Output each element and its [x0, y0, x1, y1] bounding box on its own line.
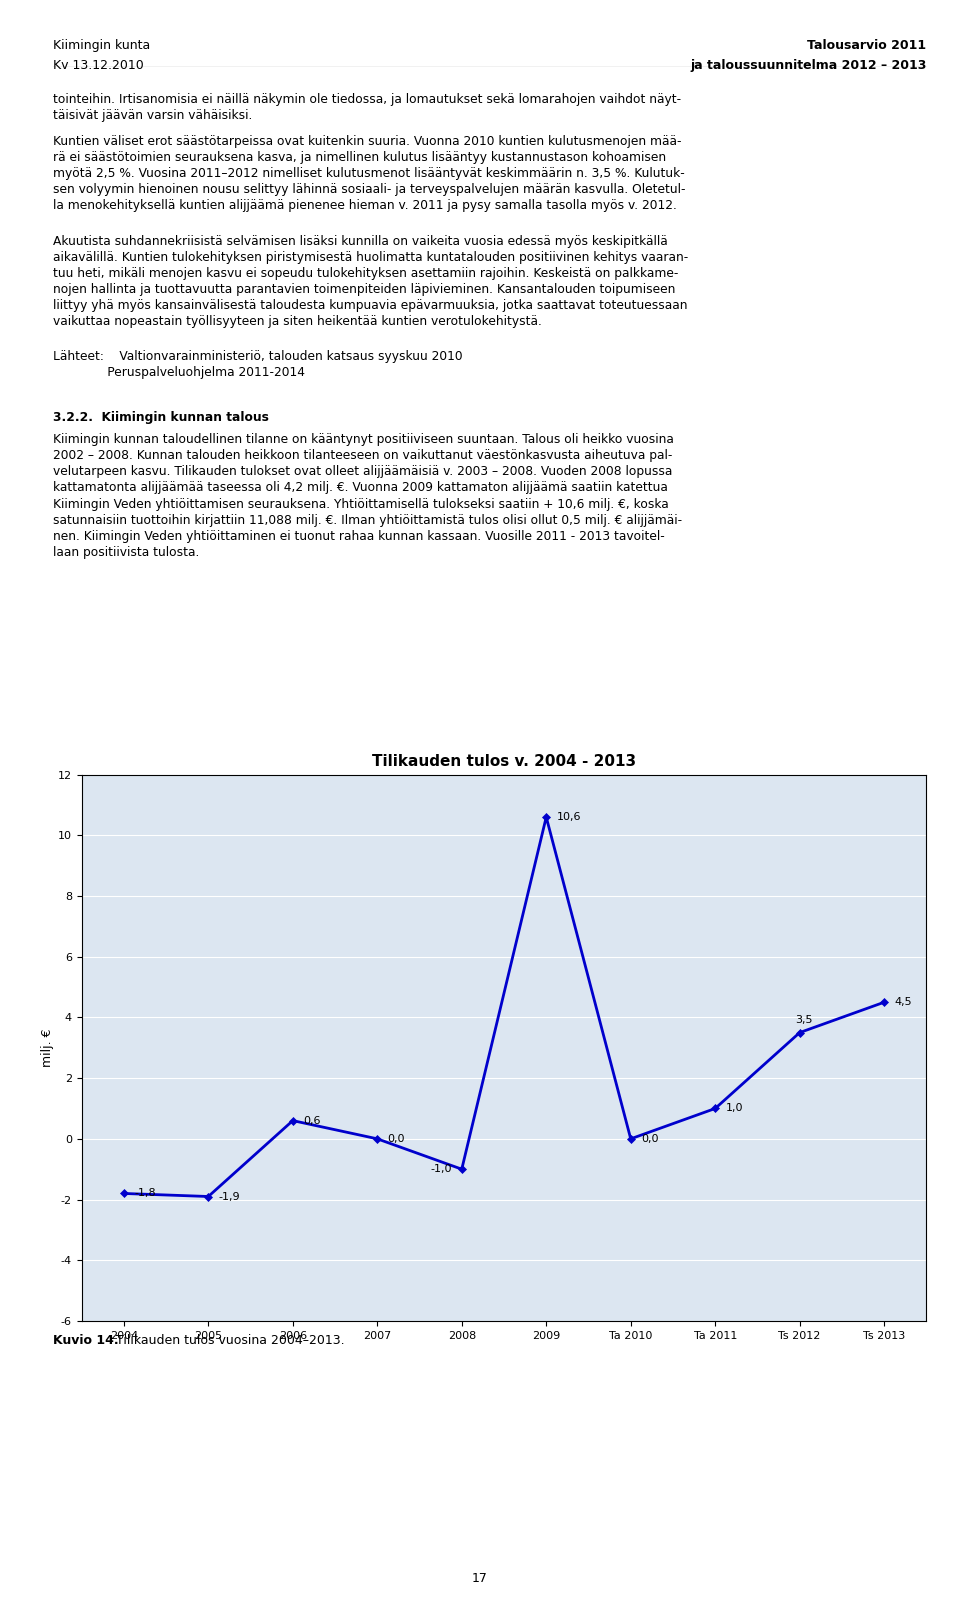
- Text: Kuntien väliset erot säästötarpeissa ovat kuitenkin suuria. Vuonna 2010 kuntien : Kuntien väliset erot säästötarpeissa ova…: [53, 135, 682, 148]
- Text: 17: 17: [472, 1572, 488, 1586]
- Text: täisivät jäävän varsin vähäisiksi.: täisivät jäävän varsin vähäisiksi.: [53, 109, 252, 122]
- Title: Tilikauden tulos v. 2004 - 2013: Tilikauden tulos v. 2004 - 2013: [372, 754, 636, 770]
- Text: -1,8: -1,8: [134, 1189, 156, 1199]
- Text: 0,6: 0,6: [303, 1115, 321, 1125]
- Text: Kv 13.12.2010: Kv 13.12.2010: [53, 59, 144, 72]
- Y-axis label: milj. €: milj. €: [40, 1028, 54, 1067]
- Text: 1,0: 1,0: [726, 1104, 743, 1114]
- Text: Peruspalveluohjelma 2011-2014: Peruspalveluohjelma 2011-2014: [53, 366, 305, 379]
- Text: 2002 – 2008. Kunnan talouden heikkoon tilanteeseen on vaikuttanut väestönkasvust: 2002 – 2008. Kunnan talouden heikkoon ti…: [53, 450, 672, 463]
- Text: 4,5: 4,5: [895, 998, 912, 1008]
- Text: Kiimingin kunta: Kiimingin kunta: [53, 39, 150, 51]
- Text: Kiimingin Veden yhtiöittamisen seurauksena. Yhtiöittamisellä tulokseksi saatiin : Kiimingin Veden yhtiöittamisen seuraukse…: [53, 498, 668, 511]
- Text: 0,0: 0,0: [388, 1135, 405, 1144]
- Text: 10,6: 10,6: [557, 812, 581, 823]
- Text: Tilikauden tulos vuosina 2004–2013.: Tilikauden tulos vuosina 2004–2013.: [112, 1334, 345, 1347]
- Text: Kiimingin kunnan taloudellinen tilanne on kääntynyt positiiviseen suuntaan. Talo: Kiimingin kunnan taloudellinen tilanne o…: [53, 434, 674, 447]
- Text: 3,5: 3,5: [796, 1016, 813, 1025]
- Text: liittyy yhä myös kansainvälisestä taloudesta kumpuavia epävarmuuksia, jotka saat: liittyy yhä myös kansainvälisestä taloud…: [53, 299, 687, 312]
- Text: aikavälillä. Kuntien tulokehityksen piristymisestä huolimatta kuntatalouden posi: aikavälillä. Kuntien tulokehityksen piri…: [53, 251, 688, 264]
- Text: 3.2.2.  Kiimingin kunnan talous: 3.2.2. Kiimingin kunnan talous: [53, 411, 269, 424]
- Text: Talousarvio 2011: Talousarvio 2011: [807, 39, 926, 51]
- Text: satunnaisiin tuottoihin kirjattiin 11,088 milj. €. Ilman yhtiöittamistä tulos ol: satunnaisiin tuottoihin kirjattiin 11,08…: [53, 514, 682, 527]
- Text: tointeihin. Irtisanomisia ei näillä näkymin ole tiedossa, ja lomautukset sekä lo: tointeihin. Irtisanomisia ei näillä näky…: [53, 93, 681, 106]
- Text: rä ei säästötoimien seurauksena kasva, ja nimellinen kulutus lisääntyy kustannus: rä ei säästötoimien seurauksena kasva, j…: [53, 151, 666, 164]
- Text: nen. Kiimingin Veden yhtiöittaminen ei tuonut rahaa kunnan kassaan. Vuosille 201: nen. Kiimingin Veden yhtiöittaminen ei t…: [53, 530, 664, 543]
- Text: sen volyymin hienoinen nousu selittyy lähinnä sosiaali- ja terveyspalvelujen mää: sen volyymin hienoinen nousu selittyy lä…: [53, 183, 685, 196]
- Text: vaikuttaa nopeastain työllisyyteen ja siten heikentää kuntien verotulokehitystä.: vaikuttaa nopeastain työllisyyteen ja si…: [53, 315, 541, 328]
- Text: 0,0: 0,0: [641, 1135, 659, 1144]
- Text: Kuvio 14.: Kuvio 14.: [53, 1334, 118, 1347]
- Text: la menokehityksellä kuntien alijjäämä pienenee hieman v. 2011 ja pysy samalla ta: la menokehityksellä kuntien alijjäämä pi…: [53, 199, 677, 212]
- Text: tuu heti, mikäli menojen kasvu ei sopeudu tulokehityksen asettamiin rajoihin. Ke: tuu heti, mikäli menojen kasvu ei sopeud…: [53, 267, 678, 280]
- Text: velutarpeen kasvu. Tilikauden tulokset ovat olleet alijjäämäisiä v. 2003 – 2008.: velutarpeen kasvu. Tilikauden tulokset o…: [53, 466, 672, 479]
- Text: laan positiivista tulosta.: laan positiivista tulosta.: [53, 546, 199, 559]
- Text: -1,9: -1,9: [219, 1191, 240, 1202]
- Text: Akuutista suhdannekriisistä selvämisen lisäksi kunnilla on vaikeita vuosia edess: Akuutista suhdannekriisistä selvämisen l…: [53, 235, 667, 247]
- Text: -1,0: -1,0: [430, 1163, 451, 1175]
- Text: Lähteet:    Valtionvarainministeriö, talouden katsaus syyskuu 2010: Lähteet: Valtionvarainministeriö, taloud…: [53, 350, 463, 363]
- Text: myötä 2,5 %. Vuosina 2011–2012 nimelliset kulutusmenot lisääntyvät keskimmäärin : myötä 2,5 %. Vuosina 2011–2012 nimellise…: [53, 167, 684, 180]
- Text: ja taloussuunnitelma 2012 – 2013: ja taloussuunnitelma 2012 – 2013: [690, 59, 926, 72]
- Text: kattamatonta alijjäämää taseessa oli 4,2 milj. €. Vuonna 2009 kattamaton alijjää: kattamatonta alijjäämää taseessa oli 4,2…: [53, 482, 667, 495]
- Text: nojen hallinta ja tuottavuutta parantavien toimenpiteiden läpivieminen. Kansanta: nojen hallinta ja tuottavuutta parantavi…: [53, 283, 675, 296]
